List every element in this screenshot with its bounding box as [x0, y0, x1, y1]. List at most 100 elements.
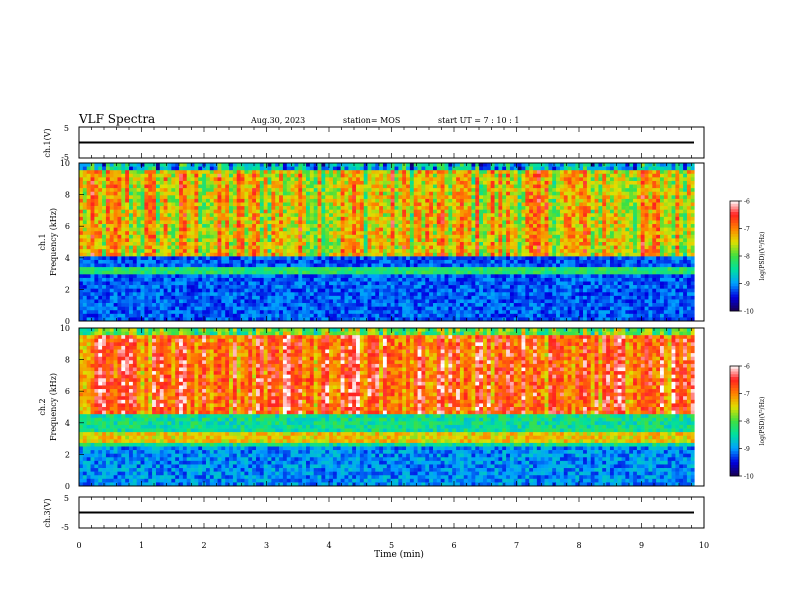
spectrogram-cell: [471, 224, 476, 228]
spectrogram-cell: [417, 220, 422, 225]
spectrogram-cell: [159, 277, 164, 282]
spectrogram-cell: [440, 303, 445, 307]
spectrogram-cell: [321, 281, 326, 286]
spectrogram-cell: [336, 259, 341, 264]
spectrogram-cell: [244, 191, 249, 196]
spectrogram-cell: [267, 173, 272, 178]
spectrogram-cell: [263, 299, 268, 304]
spectrogram-cell: [425, 313, 430, 318]
spectrogram-cell: [286, 295, 291, 300]
spectrogram-cell: [363, 220, 368, 225]
spectrogram-cell: [444, 249, 449, 254]
spectrogram-cell: [398, 195, 403, 200]
spectrogram-cell: [348, 267, 353, 272]
spectrogram-cell: [194, 288, 199, 293]
spectrogram-cell: [194, 220, 199, 225]
spectrogram-cell: [102, 259, 107, 264]
spectrogram-cell: [121, 198, 126, 203]
spectrogram-cell: [159, 295, 164, 300]
spectrogram-cell: [167, 177, 172, 182]
spectrogram-cell: [167, 252, 172, 257]
spectrogram-cell: [436, 242, 441, 246]
spectrogram-cell: [213, 195, 218, 200]
spectrogram-cell: [86, 306, 91, 311]
spectrogram-cell: [359, 303, 365, 307]
spectrogram-cell: [275, 188, 280, 193]
spectrogram-cell: [382, 180, 388, 185]
spectrogram-cell: [402, 170, 407, 175]
spectrogram-cell: [232, 245, 238, 250]
spectrogram-cell: [325, 299, 330, 304]
spectrogram-cell: [267, 267, 272, 272]
spectrogram-cell: [332, 313, 338, 318]
spectrogram-cell: [244, 249, 249, 254]
spectrogram-cell: [444, 306, 449, 311]
spectrogram-cell: [236, 184, 241, 189]
spectrogram-cell: [263, 277, 268, 282]
spectrogram-cell: [102, 209, 107, 214]
spectrogram-cell: [367, 263, 372, 268]
spectrogram-cell: [79, 310, 84, 315]
spectrogram-cell: [425, 249, 430, 254]
spectrogram-cell: [182, 295, 188, 300]
spectrogram-cell: [294, 306, 299, 311]
spectrogram-cell: [317, 234, 322, 239]
spectrogram-cell: [271, 216, 276, 221]
spectrogram-cell: [479, 292, 484, 297]
station-label: station= MOS: [343, 116, 400, 125]
spectrogram-cell: [275, 163, 280, 167]
spectrogram-cell: [402, 220, 407, 225]
spectrogram-cell: [309, 252, 315, 257]
spectrogram-cell: [471, 281, 476, 286]
spectrogram-cell: [417, 256, 422, 261]
spectrogram-cell: [113, 173, 118, 178]
spectrogram-cell: [194, 195, 199, 200]
spectrogram-cell: [363, 213, 368, 218]
spectrogram-cell: [182, 306, 188, 311]
spectrogram-cell: [483, 202, 488, 207]
spectrogram-cell: [205, 220, 211, 225]
spectrogram-cell: [259, 227, 264, 232]
spectrogram-cell: [163, 303, 168, 307]
spectrogram-cell: [267, 270, 272, 275]
spectrogram-cell: [479, 234, 484, 239]
spectrogram-cell: [398, 285, 403, 289]
spectrogram-cell: [294, 245, 299, 250]
spectrogram-cell: [494, 188, 499, 193]
spectrogram-cell: [409, 313, 415, 318]
spectrogram-cell: [232, 274, 238, 279]
spectrogram-cell: [152, 227, 157, 232]
spectrogram-cell: [240, 292, 245, 297]
spectrogram-cell: [348, 166, 353, 171]
spectrogram-cell: [452, 263, 457, 268]
spectrogram-cell: [282, 242, 288, 246]
spectrogram-cell: [386, 216, 391, 221]
spectrogram-cell: [205, 295, 211, 300]
spectrogram-cell: [213, 245, 218, 250]
spectrogram-cell: [121, 252, 126, 257]
spectrogram-cell: [198, 270, 203, 275]
spectrogram-cell: [213, 191, 218, 196]
spectrogram-cell: [402, 213, 407, 218]
spectrogram-cell: [163, 213, 168, 218]
spectrogram-cell: [302, 209, 307, 214]
spectrogram-cell: [494, 238, 499, 243]
spectrogram-cell: [144, 231, 149, 236]
spectrogram-cell: [132, 234, 138, 239]
spectrogram-cell: [167, 256, 172, 261]
spectrogram-cell: [506, 163, 511, 167]
spectrogram-cell: [332, 281, 338, 286]
spectrogram-cell: [225, 270, 230, 275]
spectrogram-cell: [294, 180, 299, 185]
spectrogram-cell: [171, 310, 176, 315]
spectrogram-cell: [390, 256, 395, 261]
spectrogram-cell: [413, 252, 418, 257]
spectrogram-cell: [432, 263, 438, 268]
spectrogram-cell: [490, 238, 495, 243]
spectrogram-cell: [332, 299, 338, 304]
spectrogram-cell: [459, 206, 465, 210]
spectrogram-cell: [267, 242, 272, 246]
spectrogram-cell: [329, 188, 334, 193]
spectrogram-cell: [321, 245, 326, 250]
spectrogram-cell: [348, 288, 353, 293]
